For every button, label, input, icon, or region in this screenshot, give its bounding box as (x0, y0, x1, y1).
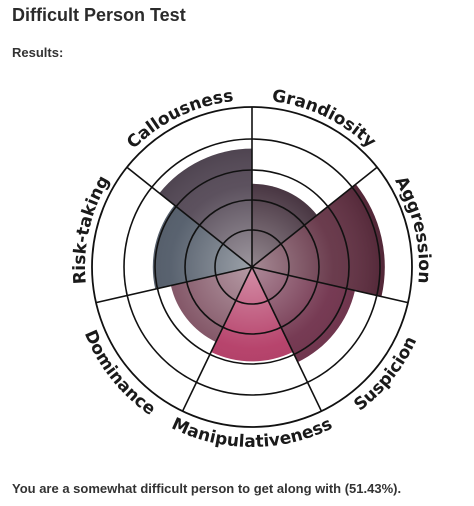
result-summary: You are a somewhat difficult person to g… (12, 481, 402, 496)
label-manipulativeness: Manipulativeness (169, 414, 336, 452)
grid-spoke (181, 266, 253, 412)
label-suspicion: Suspicion (350, 333, 421, 415)
results-chart: Grandiosity Aggression Suspicion Manipulati… (0, 60, 474, 460)
polar-area-chart: GrandiosityAggressionSuspicionManipulati… (70, 86, 434, 452)
grid-spoke (251, 166, 378, 268)
label-grandiosity: Grandiosity (271, 86, 380, 152)
grid-spoke (251, 266, 409, 304)
chart-grid (91, 106, 413, 428)
grid-spoke (126, 166, 253, 268)
page-title: Difficult Person Test (12, 5, 186, 25)
results-label: Results: (12, 45, 64, 60)
grid-spoke (251, 266, 323, 412)
grid-spoke (95, 266, 253, 304)
